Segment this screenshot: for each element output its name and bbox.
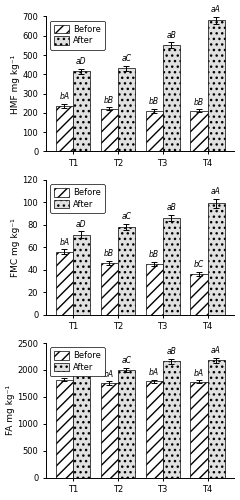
Bar [163, 46, 180, 152]
Text: aA: aA [211, 187, 221, 196]
Bar [191, 111, 208, 152]
Bar [208, 360, 225, 478]
Text: bA: bA [149, 368, 159, 377]
Text: bB: bB [149, 97, 159, 106]
Text: aC: aC [121, 54, 131, 64]
Text: bC: bC [194, 260, 204, 269]
Bar [191, 382, 208, 478]
Y-axis label: FMC mg kg⁻¹: FMC mg kg⁻¹ [11, 218, 20, 276]
Text: aA: aA [211, 5, 221, 14]
Bar [101, 383, 118, 478]
Text: aC: aC [76, 355, 86, 364]
Bar [208, 20, 225, 152]
Bar [56, 252, 73, 314]
Bar [101, 109, 118, 152]
Bar [118, 227, 135, 314]
Legend: Before, After: Before, After [50, 20, 105, 50]
Y-axis label: FA mg kg⁻¹: FA mg kg⁻¹ [6, 386, 15, 436]
Bar [73, 369, 90, 478]
Text: aC: aC [121, 356, 131, 366]
Text: bA: bA [59, 238, 69, 246]
Legend: Before, After: Before, After [50, 347, 105, 376]
Legend: Before, After: Before, After [50, 184, 105, 213]
Text: aC: aC [121, 212, 131, 221]
Text: aB: aB [166, 203, 176, 212]
Bar [163, 362, 180, 478]
Bar [146, 111, 163, 152]
Bar [146, 382, 163, 478]
Text: aD: aD [76, 220, 87, 228]
Y-axis label: HMF mg kg⁻¹: HMF mg kg⁻¹ [11, 54, 20, 114]
Text: bA: bA [59, 92, 69, 102]
Text: aA: aA [211, 346, 221, 355]
Bar [208, 204, 225, 314]
Bar [56, 106, 73, 152]
Text: aB: aB [166, 31, 176, 40]
Text: bB: bB [104, 249, 114, 258]
Bar [146, 264, 163, 314]
Text: bB: bB [149, 250, 159, 259]
Text: aD: aD [76, 58, 87, 66]
Text: bA: bA [104, 370, 114, 378]
Bar [191, 274, 208, 314]
Text: bA: bA [194, 368, 204, 378]
Bar [163, 218, 180, 314]
Bar [118, 370, 135, 478]
Bar [118, 68, 135, 152]
Bar [73, 235, 90, 314]
Text: aB: aB [166, 347, 176, 356]
Text: bB: bB [194, 98, 204, 106]
Bar [56, 380, 73, 478]
Text: bA: bA [59, 366, 69, 376]
Bar [101, 263, 118, 314]
Bar [73, 72, 90, 152]
Text: bB: bB [104, 96, 114, 104]
